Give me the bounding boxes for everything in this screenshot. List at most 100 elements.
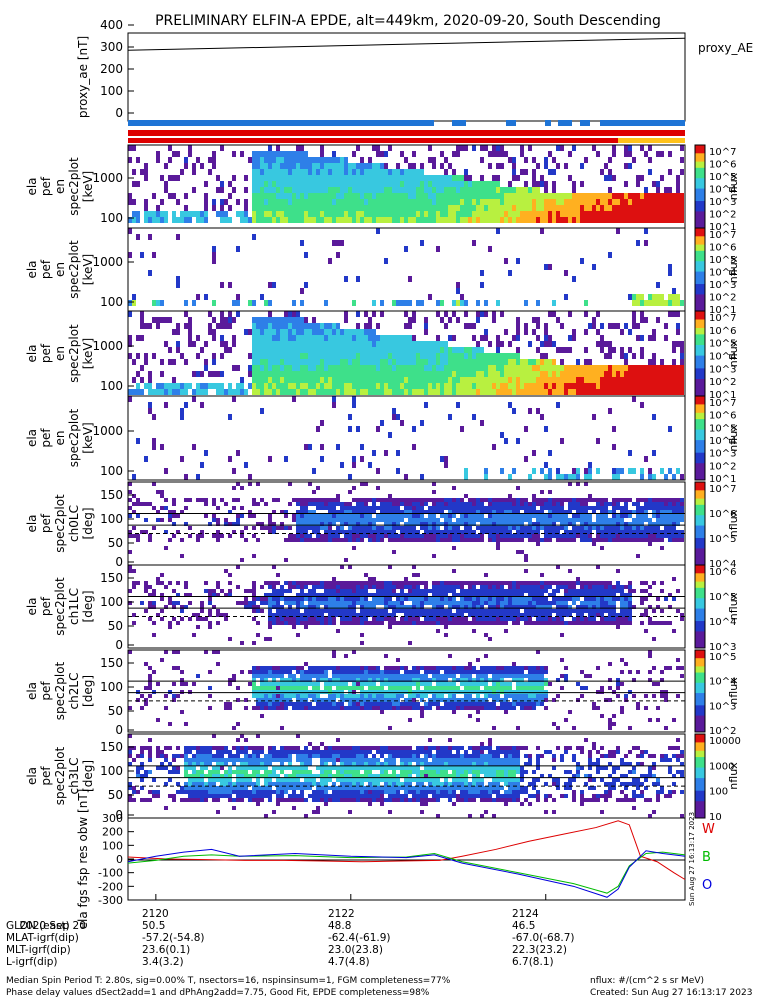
- spectrogram-cell: [620, 371, 624, 377]
- spectrogram-cell: [376, 617, 380, 621]
- spectrogram-cell: [428, 365, 432, 371]
- spectrogram-cell: [468, 530, 472, 534]
- spectrogram-cell: [612, 205, 616, 211]
- spectrogram-cell: [400, 205, 404, 211]
- spectrogram-cell: [280, 211, 284, 217]
- spectrogram-cell: [644, 240, 648, 246]
- spectrogram-cell: [384, 613, 388, 617]
- spectrogram-cell: [220, 181, 224, 187]
- spectrogram-cell: [292, 175, 296, 181]
- spectrogram-cell: [536, 365, 540, 371]
- spectrogram-cell: [268, 383, 272, 389]
- spectrogram-cell: [248, 300, 252, 306]
- spectrogram-cell: [608, 601, 612, 605]
- spectrogram-cell: [368, 217, 372, 223]
- spectrogram-cell: [288, 581, 292, 585]
- spectrogram-cell: [152, 593, 156, 597]
- spectrogram-cell: [480, 522, 484, 526]
- spectrogram-cell: [484, 589, 488, 593]
- spectrogram-cell: [652, 193, 656, 199]
- spectrogram-cell: [464, 581, 468, 585]
- spectrogram-cell: [552, 359, 556, 365]
- spectrogram-cell: [280, 217, 284, 223]
- spectrogram-cell: [268, 526, 272, 530]
- spectrogram-cell: [476, 377, 480, 383]
- spectrogram-cell: [372, 613, 376, 617]
- spectrogram-cell: [420, 593, 424, 597]
- spectrogram-cell: [304, 609, 308, 613]
- spectrogram-cell: [304, 365, 308, 371]
- spectrogram-cell: [368, 498, 372, 502]
- spectrogram-cell: [380, 383, 384, 389]
- spectrogram-cell: [352, 396, 356, 402]
- spectrogram-cell: [600, 546, 604, 550]
- spectrogram-cell: [480, 593, 484, 597]
- spectrogram-cell: [412, 502, 416, 506]
- spectrogram-cell: [320, 151, 324, 157]
- spectrogram-cell: [248, 474, 252, 480]
- spectrogram-cell: [356, 621, 360, 625]
- spectrogram-cell: [468, 359, 472, 365]
- spectrogram-cell: [408, 530, 412, 534]
- spectrogram-cell: [400, 581, 404, 585]
- spectrogram-cell: [216, 581, 220, 585]
- spectrogram-cell: [472, 605, 476, 609]
- spectrogram-cell: [516, 317, 520, 323]
- spectrogram-cell: [444, 365, 448, 371]
- spectrogram-cell: [676, 514, 680, 518]
- spectrogram-cell: [552, 311, 556, 317]
- spectrogram-cell: [540, 371, 544, 377]
- spectrogram-cell: [576, 383, 580, 389]
- spectrogram-cell: [296, 187, 300, 193]
- spectrogram-cell: [416, 589, 420, 593]
- spectrogram-cell: [528, 530, 532, 534]
- spectrogram-cell: [400, 300, 404, 306]
- spectrogram-cell: [488, 514, 492, 518]
- spectrogram-cell: [532, 609, 536, 613]
- spectrogram-cell: [664, 510, 668, 514]
- spectrogram-cell: [652, 205, 656, 211]
- spectrogram-cell: [248, 157, 252, 163]
- spectrogram-cell: [524, 506, 528, 510]
- spectrogram-cell: [176, 383, 180, 389]
- spectrogram-cell: [636, 193, 640, 199]
- spectrogram-cell: [412, 565, 416, 569]
- spectrogram-cell: [640, 211, 644, 217]
- spectrogram-cell: [316, 597, 320, 601]
- spectrogram-cell: [192, 300, 196, 306]
- spectrogram-cell: [296, 365, 300, 371]
- spectrogram-cell: [260, 199, 264, 205]
- spectrogram-cell: [516, 585, 520, 589]
- spectrogram-cell: [548, 468, 552, 474]
- spectrogram-cell: [372, 217, 376, 223]
- spectrogram-cell: [508, 609, 512, 613]
- spectrogram-cell: [296, 211, 300, 217]
- spectrogram-cell: [184, 389, 188, 395]
- spectrogram-cell: [648, 593, 652, 597]
- spectrogram-cell: [132, 621, 136, 625]
- spectrogram-cell: [576, 377, 580, 383]
- spectrogram-cell: [460, 502, 464, 506]
- spectrogram-cell: [436, 383, 440, 389]
- spectrogram-cell: [312, 617, 316, 621]
- spectrogram-cell: [324, 175, 328, 181]
- spectrogram-cell: [228, 581, 232, 585]
- spectrogram-cell: [268, 617, 272, 621]
- spectrogram-cell: [424, 530, 428, 534]
- spectrogram-cell: [320, 211, 324, 217]
- spectrogram-cell: [476, 311, 480, 317]
- spectrogram-cell: [480, 365, 484, 371]
- spectrogram-cell: [224, 617, 228, 621]
- spectrogram-cell: [324, 157, 328, 163]
- spectrogram-cell: [616, 569, 620, 573]
- spectrogram-cell: [540, 205, 544, 211]
- spectrogram-cell: [172, 377, 176, 383]
- spectrogram-cell: [388, 585, 392, 589]
- spectrogram-cell: [540, 581, 544, 585]
- spectrogram-cell: [512, 534, 516, 538]
- spectrogram-cell: [368, 383, 372, 389]
- spectrogram-cell: [644, 456, 648, 462]
- spectrogram-cell: [252, 377, 256, 383]
- spectrogram-cell: [140, 530, 144, 534]
